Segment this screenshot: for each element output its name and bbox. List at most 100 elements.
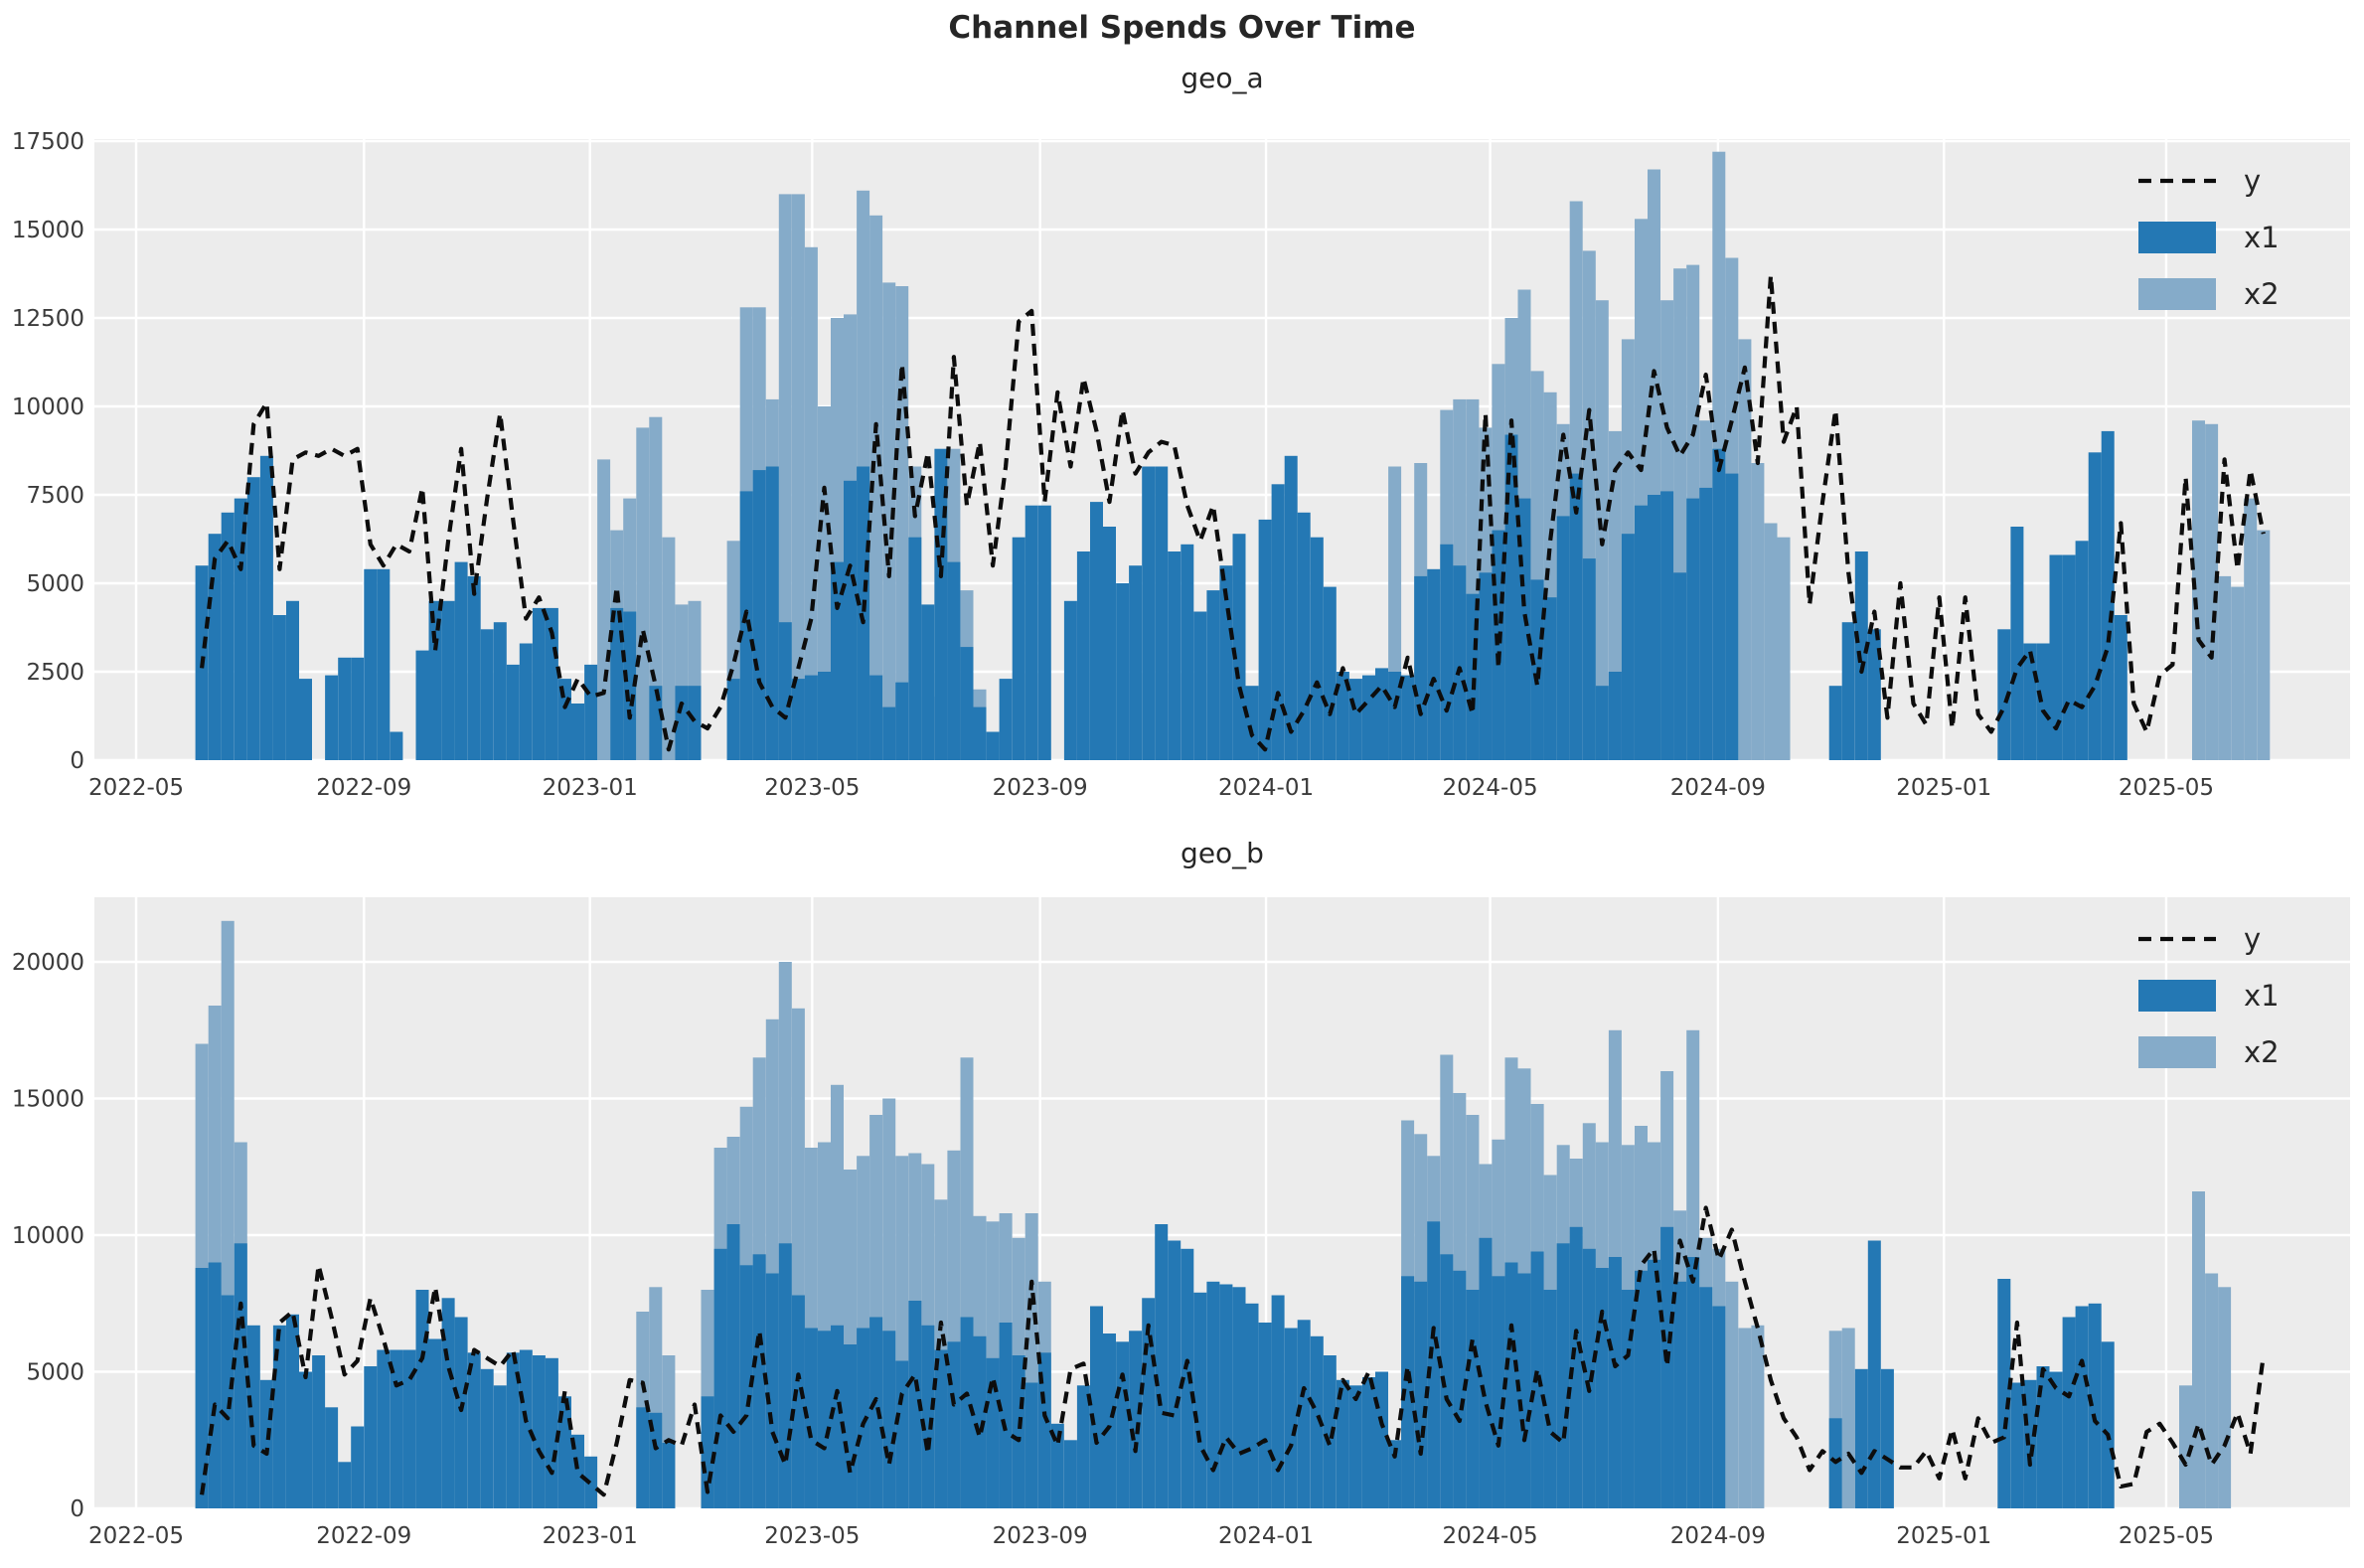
bar-x1 [947,1341,961,1508]
x-tick-label: 2025-05 [2119,1523,2214,1549]
subplot-geo_b: geo_b 0 5000 10000 15000 20000 2022-05 2022-09 2… [12,837,2350,1549]
bar-x1 [1012,537,1025,760]
bar-x1 [571,1434,584,1508]
bar-x1 [2010,527,2024,760]
x-tick-label: 2024-01 [1218,1523,1314,1549]
bar-x1 [726,679,740,760]
bar-x2 [2244,498,2258,760]
bar-x1 [286,1314,299,1508]
x-tick-label: 2024-01 [1218,775,1314,801]
bar-x1 [1427,1221,1441,1508]
bar-x2 [2205,423,2219,760]
bar-x1 [1129,1331,1143,1508]
x-tick-label: 2024-09 [1670,1523,1766,1549]
subplot-title-geo_b: geo_b [1181,837,1264,869]
bar-x1 [493,622,507,760]
figure-title: Channel Spends Over Time [948,10,1416,46]
bar-x1 [1621,1290,1635,1508]
bar-x1 [739,1265,753,1508]
bar-x1 [1168,551,1182,760]
bar-x1 [325,675,339,760]
bar-x1 [1063,600,1077,760]
bar-x2 [2231,586,2245,760]
bar-x1 [1660,491,1674,760]
y-tick-label: 17500 [12,129,84,155]
legend-label-x1: x1 [2244,979,2280,1013]
bar-x1 [415,650,429,760]
bar-x1 [1181,1248,1194,1508]
bar-x1 [1673,572,1687,760]
bar-x1 [532,1355,546,1508]
x-tick-label: 2024-05 [1443,1523,1538,1549]
bar-x1 [2101,430,2115,760]
legend-label-x2: x2 [2244,1035,2280,1069]
bar-x1 [1323,1355,1337,1508]
bar-x1 [986,731,1000,760]
bar-x1 [1648,495,1660,760]
x-tick-label: 2024-05 [1443,775,1538,801]
y-series-line [200,1205,2266,1497]
bar-x1 [882,706,896,760]
bar-x1 [960,647,974,760]
bar-x1 [726,1224,740,1508]
subplot-geo_a: geo_a 0 2500 5000 7500 10000 12500 15000 17500 20… [12,62,2350,801]
bar-x1 [1466,1290,1480,1508]
bar-x1 [1867,629,1881,760]
x-tick-label: 2025-01 [1896,1523,1991,1549]
bar-x2 [895,286,909,760]
bar-x1 [1271,484,1285,760]
x-tick-label: 2023-01 [543,1523,638,1549]
bar-x1 [662,1443,676,1508]
bar-x2 [636,427,650,760]
x-tick-label: 2023-01 [543,775,638,801]
x-tick-label: 2024-09 [1670,775,1766,801]
bar-x1 [195,1268,209,1508]
bar-x1 [1504,1262,1518,1508]
bar-x1 [1854,1368,1868,1508]
bar-x1 [1336,672,1349,760]
y-tick-label: 10000 [12,1223,84,1249]
bar-x2 [882,282,896,760]
bar-x1 [791,679,805,760]
bar-x1 [1621,534,1635,760]
bar-x2 [1764,523,1778,760]
x-tick-label: 2023-09 [993,775,1088,801]
bar-x1 [1635,505,1648,760]
bar-x1 [765,466,779,760]
legend-swatch-x2 [2138,278,2216,310]
bar-x1 [1388,1440,1402,1508]
bar-x1 [299,679,312,760]
bar-x1 [1466,593,1480,760]
bar-x1 [908,537,922,760]
bar-x1 [649,686,663,760]
bar-x1 [377,568,391,760]
bar-x1 [921,1325,935,1508]
bar-x1 [480,1368,494,1508]
bar-x1 [1258,1323,1272,1508]
bar-x1 [454,561,468,760]
bar-x1 [765,1273,779,1508]
bar-x1 [960,1317,974,1508]
legend-swatch-x2 [2138,1036,2216,1068]
y-tick-label: 7500 [26,483,84,509]
x-tick-label: 2023-05 [764,1523,860,1549]
bar-x1 [1181,544,1194,760]
bar-x2 [1751,463,1765,760]
bar-x1 [208,534,222,760]
bar-x1 [1362,1377,1375,1508]
bar-x1 [831,1325,844,1508]
bar-x1 [1258,519,1272,760]
bar-x1 [234,1243,247,1508]
y-tick-label: 12500 [12,306,84,332]
bar-x2 [2257,530,2271,760]
bar-x1 [804,675,818,760]
bar-x1 [377,1349,391,1508]
bar-x1 [1375,668,1388,760]
x-tick-label: 2023-05 [764,775,860,801]
bar-x1 [234,498,247,760]
bar-x1 [1414,1281,1428,1508]
bar-x1 [895,1360,909,1508]
y-tick-label: 10000 [12,394,84,420]
bar-x1 [1608,672,1622,760]
bar-x1 [818,1331,831,1508]
